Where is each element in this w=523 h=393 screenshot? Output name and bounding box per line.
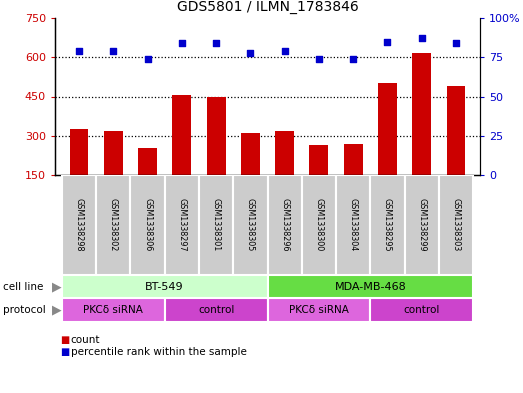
Bar <box>62 175 96 275</box>
Bar <box>130 175 165 275</box>
Text: protocol: protocol <box>3 305 46 315</box>
Text: control: control <box>198 305 234 315</box>
Text: control: control <box>404 305 440 315</box>
Text: GSM1338301: GSM1338301 <box>212 198 221 252</box>
Text: count: count <box>71 335 100 345</box>
Bar <box>165 298 267 322</box>
Text: ▶: ▶ <box>52 303 62 316</box>
Text: PKCδ siRNA: PKCδ siRNA <box>83 305 143 315</box>
Bar <box>336 175 370 275</box>
Point <box>246 50 255 56</box>
Point <box>383 39 392 45</box>
Text: GSM1338297: GSM1338297 <box>177 198 186 252</box>
Bar <box>207 97 225 175</box>
Text: GSM1338300: GSM1338300 <box>314 198 323 252</box>
Point <box>212 40 220 46</box>
Text: GSM1338302: GSM1338302 <box>109 198 118 252</box>
Text: ■: ■ <box>60 347 70 357</box>
Bar <box>267 275 473 298</box>
Text: GSM1338304: GSM1338304 <box>349 198 358 252</box>
Text: GSM1338303: GSM1338303 <box>451 198 461 252</box>
Bar <box>96 175 130 275</box>
Bar <box>275 130 294 175</box>
Point <box>75 48 83 54</box>
Bar <box>241 133 260 175</box>
Text: percentile rank within the sample: percentile rank within the sample <box>71 347 246 357</box>
Text: GSM1338306: GSM1338306 <box>143 198 152 252</box>
Bar <box>310 145 328 175</box>
Text: PKCδ siRNA: PKCδ siRNA <box>289 305 349 315</box>
Bar <box>370 175 405 275</box>
Bar <box>173 95 191 175</box>
Bar <box>344 143 362 175</box>
Point <box>349 56 357 62</box>
Bar <box>199 175 233 275</box>
Bar <box>267 298 370 322</box>
Text: ▶: ▶ <box>52 280 62 293</box>
Bar <box>233 175 267 275</box>
Bar <box>302 175 336 275</box>
Point <box>109 48 118 54</box>
Text: cell line: cell line <box>3 281 43 292</box>
Point <box>178 40 186 46</box>
Point <box>315 56 323 62</box>
Text: GSM1338299: GSM1338299 <box>417 198 426 252</box>
Point <box>280 48 289 54</box>
Bar <box>267 175 302 275</box>
Text: GSM1338298: GSM1338298 <box>74 198 84 252</box>
Bar <box>378 83 397 175</box>
Point <box>417 35 426 42</box>
Bar <box>70 129 88 175</box>
Bar <box>104 130 123 175</box>
Bar <box>62 275 267 298</box>
Bar <box>447 86 465 175</box>
Bar <box>405 175 439 275</box>
Point <box>143 56 152 62</box>
Bar <box>165 175 199 275</box>
Bar <box>370 298 473 322</box>
Bar <box>138 147 157 175</box>
Bar <box>412 53 431 175</box>
Text: GSM1338305: GSM1338305 <box>246 198 255 252</box>
Text: GSM1338296: GSM1338296 <box>280 198 289 252</box>
Bar <box>439 175 473 275</box>
Text: ■: ■ <box>60 335 70 345</box>
Bar <box>62 298 165 322</box>
Text: GSM1338295: GSM1338295 <box>383 198 392 252</box>
Text: MDA-MB-468: MDA-MB-468 <box>334 281 406 292</box>
Text: BT-549: BT-549 <box>145 281 184 292</box>
Title: GDS5801 / ILMN_1783846: GDS5801 / ILMN_1783846 <box>177 0 358 14</box>
Point <box>452 40 460 46</box>
